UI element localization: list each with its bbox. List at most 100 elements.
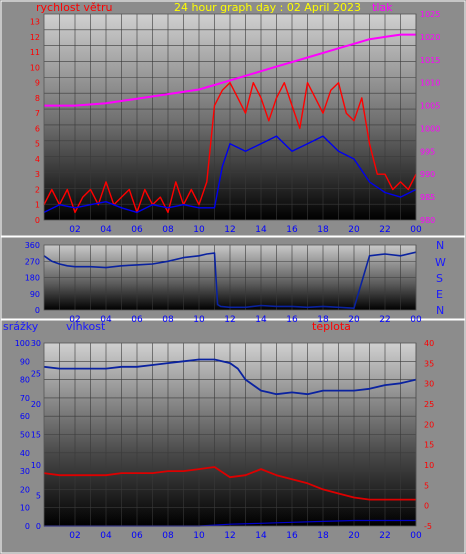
humidity-x-tick-label: 04 [100, 531, 112, 541]
compass-label-n-bottom: N [436, 304, 444, 317]
rain-y-tick-label: 10 [20, 504, 30, 513]
wind-y-tick-label: 3 [35, 170, 40, 179]
wind-y-tick-label: 6 [35, 124, 40, 133]
pressure-y-tick-label: 995 [420, 147, 435, 156]
wind-y-tick-label: 9 [35, 79, 40, 88]
wind-x-tick-label: 18 [317, 225, 329, 235]
compass-label-n-top: N [436, 239, 444, 252]
pressure-y-tick-label: 985 [420, 193, 435, 202]
wind-x-tick-label: 22 [379, 225, 390, 235]
humidity-x-tick-label: 10 [193, 531, 205, 541]
wind-y-tick-label: 10 [30, 63, 40, 72]
rain-y-tick-label: 20 [20, 485, 30, 494]
series-rychlost-větru-line [43, 81, 417, 214]
temperature-y-tick-label: 20 [424, 420, 434, 429]
wind-y-tick-label: 8 [35, 94, 40, 103]
wind-x-tick-label: 14 [255, 225, 267, 235]
pressure-y-tick-label: 1005 [420, 102, 440, 111]
direction-x-tick-label: 00 [410, 315, 422, 325]
humidity-y-tick-label: 20 [31, 400, 41, 409]
humidity-x-tick-label: 20 [348, 531, 360, 541]
rain-y-tick-label: 80 [20, 376, 30, 385]
direction-y-tick-label: 90 [30, 290, 40, 299]
wind-y-tick-label: 12 [30, 33, 40, 42]
pressure-y-tick-label: 980 [420, 216, 435, 225]
plot-border [43, 342, 417, 527]
temperature-y-tick-label: 10 [424, 461, 434, 470]
direction-y-tick-label: 180 [25, 274, 40, 283]
compass-label-s: S [436, 272, 443, 285]
temperature-y-tick-label: 5 [424, 481, 429, 490]
direction-x-tick-label: 08 [162, 315, 174, 325]
direction-x-tick-label: 02 [69, 315, 80, 325]
direction-y-tick-label: 360 [25, 241, 40, 250]
pressure-y-tick-label: 1000 [420, 124, 440, 133]
humidity-x-tick-label: 00 [410, 531, 422, 541]
compass-labels: N W S E N [435, 239, 446, 317]
wind-y-tick-label: 13 [30, 18, 40, 27]
humidity-x-tick-label: 16 [286, 531, 298, 541]
wind-x-tick-label: 04 [100, 225, 112, 235]
humidity-x-tick-label: 08 [162, 531, 174, 541]
rain-y-tick-label: 100 [15, 339, 30, 348]
wind-x-tick-label: 16 [286, 225, 298, 235]
temperature-y-tick-label: -5 [424, 522, 432, 531]
series-vlhkost-line [43, 358, 417, 396]
wind-y-tick-label: 7 [35, 109, 40, 118]
wind-x-tick-label: 20 [348, 225, 360, 235]
rain-y-tick-label: 30 [20, 467, 30, 476]
axes: 0123456789101112139809859909951000100510… [15, 10, 441, 541]
wind-label: rychlost větru [36, 1, 112, 14]
direction-y-tick-label: 0 [35, 306, 40, 315]
wind-y-tick-label: 11 [30, 48, 40, 57]
wind-y-tick-label: 5 [35, 140, 40, 149]
temperature-y-tick-label: 0 [424, 502, 429, 511]
pressure-y-tick-label: 1020 [420, 33, 440, 42]
direction-x-tick-label: 16 [286, 315, 298, 325]
wind-y-tick-label: 1 [35, 201, 40, 210]
wind-x-tick-label: 00 [410, 225, 422, 235]
direction-x-tick-label: 14 [255, 315, 267, 325]
wind-x-tick-label: 08 [162, 225, 174, 235]
direction-y-tick-label: 270 [25, 257, 40, 266]
humidity-y-tick-label: 10 [31, 461, 41, 470]
plot-border [43, 244, 417, 311]
pressure-label: tlak [372, 1, 393, 14]
series-teplota-line [43, 466, 416, 501]
temperature-y-tick-label: 30 [424, 380, 434, 389]
wind-x-tick-label: 12 [224, 225, 235, 235]
direction-x-tick-label: 12 [224, 315, 235, 325]
chart-title: 24 hour graph day : 02 April 2023 [174, 1, 361, 14]
wind-x-tick-label: 02 [69, 225, 80, 235]
series-lines [43, 33, 417, 527]
series-tlak-line [44, 33, 416, 107]
pressure-y-tick-label: 990 [420, 170, 435, 179]
humidity-x-tick-label: 06 [131, 531, 143, 541]
humidity-y-tick-label: 25 [31, 370, 41, 379]
wind-y-tick-label: 2 [35, 185, 40, 194]
wind-x-tick-label: 10 [193, 225, 205, 235]
plot-border [43, 13, 417, 221]
series-direction-line [43, 251, 417, 310]
temperature-y-tick-label: 40 [424, 339, 434, 348]
direction-x-tick-label: 22 [379, 315, 390, 325]
wind-y-tick-label: 4 [35, 155, 40, 164]
temperature-y-tick-label: 25 [424, 400, 434, 409]
rain-y-tick-label: 90 [20, 357, 30, 366]
humidity-x-tick-label: 18 [317, 531, 329, 541]
direction-x-tick-label: 20 [348, 315, 360, 325]
humidity-x-tick-label: 12 [224, 531, 235, 541]
rain-y-tick-label: 70 [20, 394, 30, 403]
humidity-x-tick-label: 14 [255, 531, 267, 541]
humidity-y-tick-label: 0 [36, 522, 41, 531]
compass-label-w: W [435, 256, 446, 269]
direction-x-tick-label: 04 [100, 315, 112, 325]
humidity-x-tick-label: 02 [69, 531, 80, 541]
series-prumer-line [43, 135, 417, 214]
humidity-x-tick-label: 22 [379, 531, 390, 541]
humidity-y-tick-label: 15 [31, 431, 41, 440]
series-srážky-line [44, 519, 416, 527]
rain-y-tick-label: 60 [20, 412, 30, 421]
